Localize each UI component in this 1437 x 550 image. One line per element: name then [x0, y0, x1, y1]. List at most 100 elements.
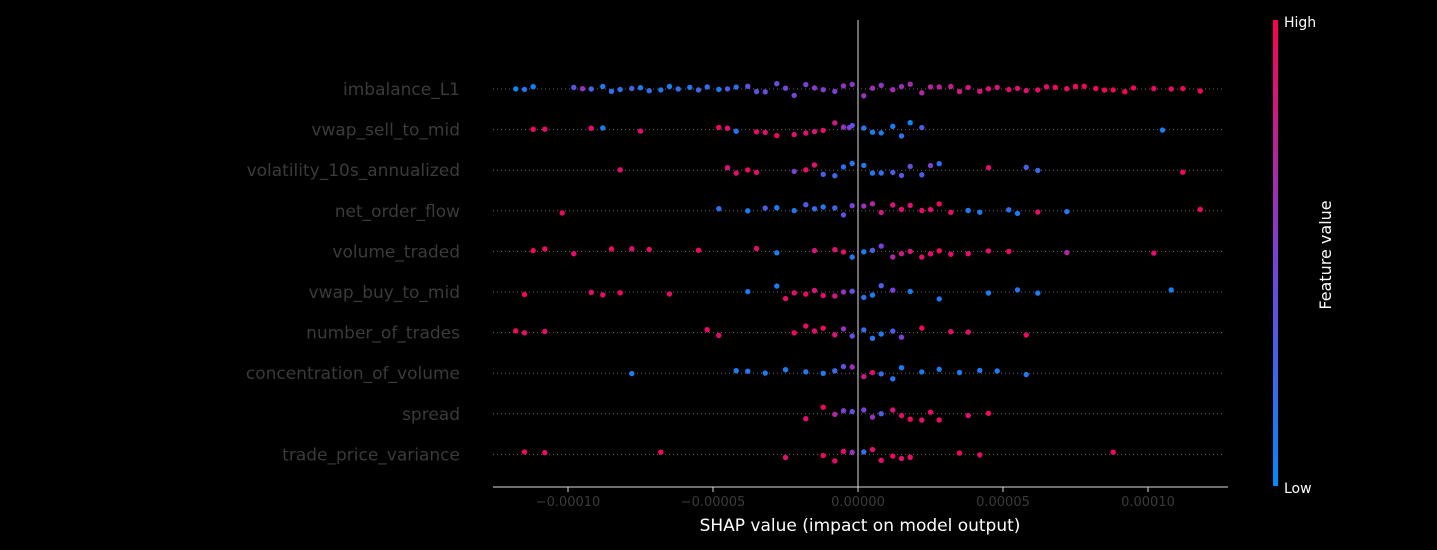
shap-point: [820, 127, 826, 134]
shap-point: [907, 81, 913, 87]
shap-point: [542, 246, 548, 252]
shap-point: [1064, 86, 1070, 92]
shap-point: [1180, 85, 1186, 92]
shap-point: [811, 328, 818, 334]
shap-point: [861, 162, 867, 169]
feature-label: vwap_sell_to_mid: [311, 121, 460, 141]
shap-point: [745, 288, 751, 295]
shap-point: [936, 84, 942, 90]
colorbar-high-label: High: [1284, 15, 1316, 31]
shap-point: [542, 328, 548, 335]
shap-point: [919, 207, 925, 214]
shap-point: [820, 292, 826, 299]
shap-point: [637, 128, 644, 134]
x-axis-ticks: −0.00010 −0.00005 0.00000 0.00005 0.00010: [536, 487, 1175, 510]
shap-point: [919, 325, 925, 331]
shap-point: [898, 172, 905, 179]
shap-point: [724, 125, 731, 131]
shap-point: [1159, 127, 1166, 133]
shap-point: [695, 87, 702, 93]
shap-point: [791, 131, 797, 138]
shap-point: [1110, 87, 1116, 93]
shap-point: [861, 407, 867, 413]
shap-point: [936, 248, 942, 254]
shap-point: [878, 411, 884, 417]
shap-point: [588, 289, 594, 295]
shap-point: [898, 455, 905, 462]
shap-point: [571, 251, 577, 257]
shap-point: [745, 83, 751, 90]
shap-point: [936, 201, 942, 207]
shap-point: [840, 249, 847, 255]
shap-point: [1122, 89, 1128, 95]
shap-point: [791, 330, 797, 336]
shap-point: [571, 84, 577, 91]
shap-point: [840, 326, 847, 332]
shap-point: [521, 291, 528, 298]
shap-point: [820, 87, 826, 93]
shap-point: [849, 288, 855, 294]
shap-point: [1168, 287, 1174, 293]
shap-point: [530, 247, 536, 254]
shap-point: [861, 327, 867, 333]
feature-label: spread: [402, 405, 460, 425]
shap-point: [811, 287, 818, 294]
shap-point: [1052, 84, 1058, 91]
shap-point: [869, 247, 876, 253]
shap-point: [919, 417, 925, 423]
shap-point: [840, 408, 847, 414]
shap-point: [869, 85, 876, 91]
shap-point: [704, 327, 710, 333]
shap-point: [820, 204, 826, 210]
shap-point: [878, 170, 884, 176]
shap-point: [832, 458, 838, 464]
shap-point: [579, 86, 586, 92]
feature-label: number_of_trades: [306, 324, 460, 344]
shap-point: [948, 329, 954, 335]
shap-point: [803, 416, 809, 422]
feature-labels: imbalance_L1 vwap_sell_to_mid volatility_1…: [246, 80, 460, 465]
shap-point: [782, 454, 789, 461]
shap-point: [600, 292, 606, 298]
shap-point: [890, 328, 896, 334]
colorbar-low-label: Low: [1284, 481, 1312, 497]
shap-point: [907, 248, 913, 255]
shap-point: [513, 86, 519, 92]
feature-label: concentration_of_volume: [246, 364, 460, 384]
shap-point: [1014, 287, 1021, 293]
shap-point: [927, 251, 934, 257]
shap-point: [803, 167, 809, 173]
shap-point: [890, 123, 896, 129]
shap-point: [782, 295, 789, 302]
shap-point: [878, 331, 884, 337]
shap-point: [907, 120, 913, 126]
shap-point: [791, 207, 797, 214]
shap-point: [869, 170, 876, 176]
shap-point: [890, 202, 896, 208]
shap-point: [774, 132, 780, 139]
shap-point: [1023, 371, 1029, 378]
shap-point: [608, 246, 615, 252]
shap-point: [675, 86, 681, 92]
shap-point: [1130, 85, 1137, 91]
shap-point: [646, 88, 652, 94]
shap-point: [890, 169, 896, 176]
feature-label: volatility_10s_annualized: [247, 161, 460, 181]
shap-point: [716, 124, 722, 131]
shap-point: [753, 129, 760, 135]
shap-point: [774, 205, 780, 211]
shap-point: [1151, 85, 1157, 92]
shap-point: [1180, 169, 1186, 175]
shap-point: [733, 128, 739, 134]
shap-point: [1035, 209, 1041, 215]
shap-point: [1014, 210, 1021, 217]
shap-point: [878, 209, 884, 216]
shap-point: [907, 163, 913, 170]
shap-point: [898, 365, 905, 371]
shap-point: [840, 124, 847, 130]
shap-point: [588, 125, 594, 131]
shap-point: [716, 206, 722, 212]
shap-point: [965, 412, 971, 419]
shap-point: [878, 371, 884, 377]
